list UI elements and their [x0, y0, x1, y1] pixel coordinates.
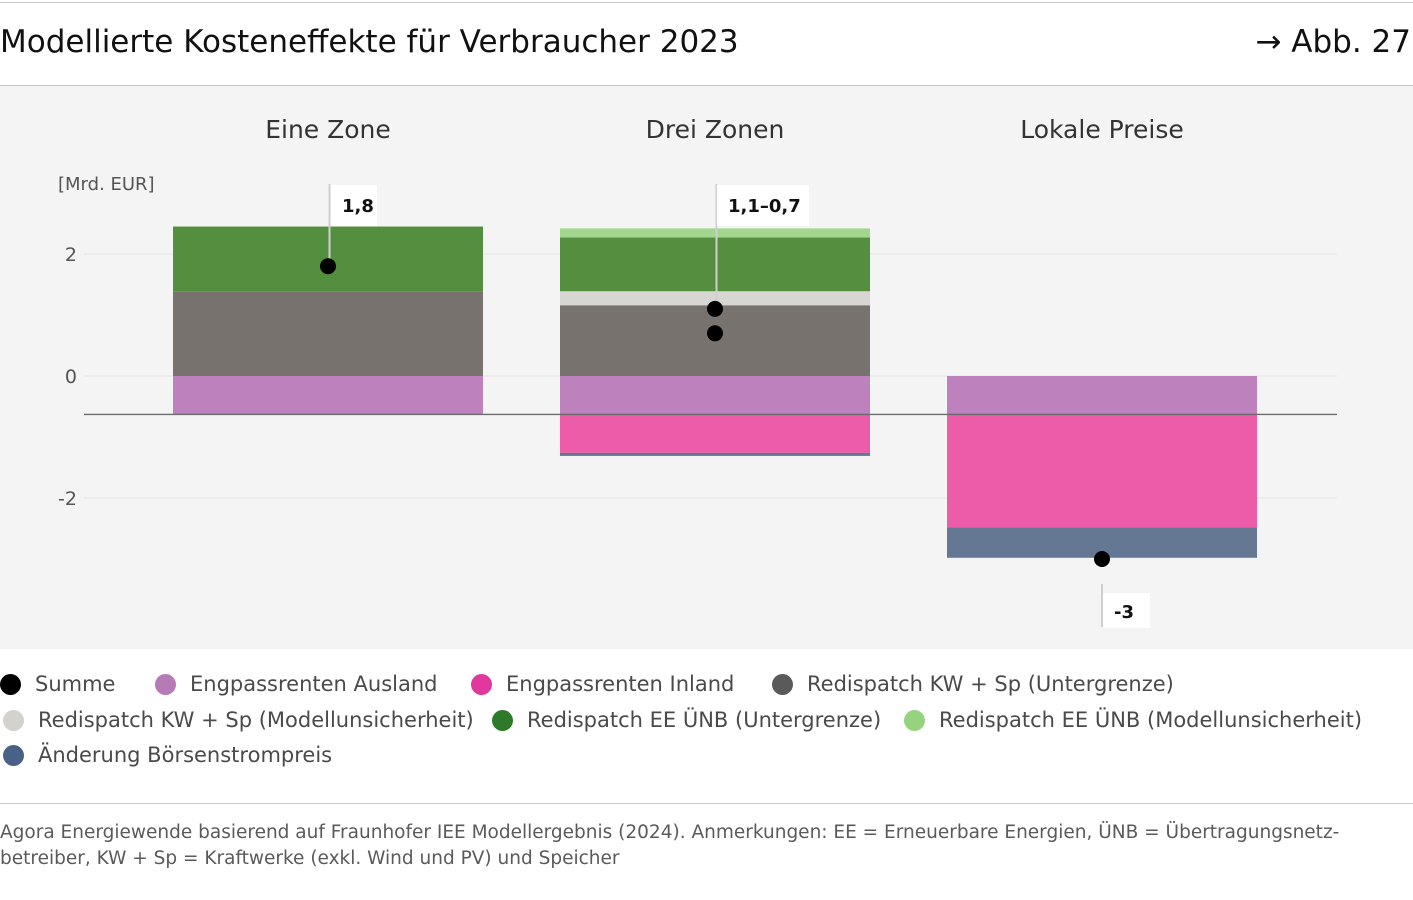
y-unit-label: [Mrd. EUR]	[58, 174, 155, 195]
summe-data-label: 1,8	[342, 196, 374, 217]
legend-label: Summe	[35, 672, 116, 696]
legend-label: Redispatch KW + Sp (Untergrenze)	[807, 672, 1174, 696]
bar-segment	[947, 376, 1257, 415]
legend-item: Summe	[0, 672, 115, 696]
legend-swatch	[3, 709, 24, 731]
legend-swatch	[904, 709, 925, 731]
legend-item: Engpassrenten Inland	[471, 672, 734, 696]
bar-segment	[173, 376, 483, 415]
bar-segment	[560, 237, 870, 292]
category-title: Eine Zone	[265, 115, 391, 144]
legend-item: Engpassrenten Ausland	[155, 672, 438, 696]
legend-item: Redispatch EE ÜNB (Modellunsicherheit)	[904, 708, 1362, 732]
y-tick-label: -2	[58, 488, 77, 510]
summe-point	[707, 325, 723, 342]
y-tick-label: 0	[65, 366, 77, 388]
top-rule	[0, 2, 1413, 3]
callout-box	[717, 185, 809, 226]
bar-segment	[560, 228, 870, 238]
legend-label: Engpassrenten Ausland	[190, 672, 438, 696]
bar-segment	[560, 414, 870, 453]
summe-data-label: 1,1–0,7	[728, 196, 801, 217]
footer-rule	[0, 803, 1413, 804]
legend-swatch	[492, 709, 513, 731]
legend-label: Änderung Börsenstrompreis	[38, 743, 333, 767]
bar-segment	[560, 291, 870, 306]
category-title: Lokale Preise	[1020, 115, 1184, 144]
header-rule	[0, 85, 1413, 86]
summe-point	[707, 300, 723, 317]
legend-swatch	[0, 673, 21, 695]
legend-swatch	[155, 673, 176, 695]
legend-swatch	[772, 673, 793, 695]
legend-item: Redispatch KW + Sp (Modellunsicherheit)	[3, 708, 474, 732]
summe-point	[1094, 551, 1110, 567]
callout-box	[331, 185, 377, 226]
legend-label: Redispatch EE ÜNB (Modellunsicherheit)	[939, 708, 1363, 732]
legend-item: Änderung Börsenstrompreis	[3, 743, 332, 767]
category-title: Drei Zonen	[646, 115, 785, 144]
bar-segment	[560, 376, 870, 415]
figure-reference: → Abb. 27	[1255, 24, 1411, 60]
summe-point	[320, 258, 336, 275]
legend-label: Engpassrenten Inland	[506, 672, 735, 696]
legend-swatch	[471, 673, 492, 695]
legend-swatch	[3, 744, 24, 766]
bar-segment	[560, 452, 870, 456]
legend-item: Redispatch KW + Sp (Untergrenze)	[772, 672, 1174, 696]
bar-segment	[947, 414, 1257, 528]
chart-title: Modellierte Kosteneffekte für Verbrauche…	[0, 24, 739, 60]
legend-label: Redispatch EE ÜNB (Untergrenze)	[527, 708, 882, 732]
callout-box	[1103, 593, 1150, 628]
bar-segment	[173, 291, 483, 376]
source-footnote: Agora Energiewende basierend auf Fraunho…	[0, 822, 1340, 869]
y-tick-label: 2	[65, 244, 77, 266]
stacked-bar-chart: 2 0 -2 [Mrd. EUR] Eine Zone Drei Zonen Lokale …	[58, 115, 1337, 628]
summe-data-label: -3	[1114, 602, 1134, 623]
legend-item: Redispatch EE ÜNB (Untergrenze)	[492, 708, 881, 732]
legend-label: Redispatch KW + Sp (Modellunsicherheit)	[38, 708, 474, 732]
